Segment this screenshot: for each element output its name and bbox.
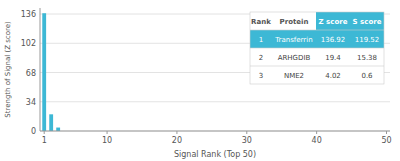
table-cell	[250, 48, 272, 66]
x-tick-label: 40	[312, 136, 322, 145]
table-cell	[350, 30, 384, 48]
table-separator	[250, 66, 384, 67]
table-cell	[350, 48, 384, 66]
table-cell	[272, 48, 316, 66]
table-cell	[350, 12, 384, 30]
table-text: Protein	[280, 18, 309, 26]
table-cell	[316, 66, 350, 84]
table-separator	[250, 30, 384, 31]
table-separator	[250, 48, 384, 49]
table-cell	[250, 66, 272, 84]
table-text: 3	[259, 72, 263, 80]
y-tick-label: 102	[21, 39, 36, 48]
chart: 0 34 68 102 136 1 10 20 30 40 50 Signal Rank (Top 5…	[0, 0, 400, 161]
x-axis	[40, 131, 390, 132]
bar	[49, 114, 53, 131]
x-tick-label: 20	[172, 136, 182, 145]
y-tick-label: 136	[21, 10, 36, 19]
y-axis-label: Strength of Signal (Z score)	[4, 21, 12, 118]
bar	[42, 13, 46, 131]
table-text: 136.92	[321, 36, 346, 44]
table-cell	[272, 12, 316, 30]
table-text: Transferrin	[274, 36, 312, 44]
x-tick-label: 30	[242, 136, 252, 145]
x-tick-label: 10	[102, 136, 112, 145]
x-tick-label: 50	[381, 136, 391, 145]
bar	[56, 128, 60, 131]
table-cell	[250, 12, 272, 30]
table-text: Z score	[319, 18, 348, 26]
table-text: 19.4	[325, 54, 341, 62]
table-text: S score	[353, 18, 382, 26]
table-text: Rank	[251, 18, 271, 26]
table-cell	[250, 30, 272, 48]
table-border	[250, 12, 384, 84]
table-text: 1	[259, 36, 263, 44]
table-cell	[316, 12, 350, 30]
table-text: NME2	[284, 72, 304, 80]
x-axis-label: Signal Rank (Top 50)	[174, 150, 256, 159]
table-text: ARHGDIB	[278, 54, 311, 62]
grid-line	[40, 101, 390, 102]
table: Rank Protein Z score S score 1 Transferrin 136…	[250, 12, 384, 84]
y-tick-label: 34	[26, 98, 36, 107]
y-tick-label: 0	[31, 127, 36, 136]
y-tick-label: 68	[26, 69, 36, 78]
grid	[40, 14, 390, 131]
table-text: 119.52	[355, 36, 380, 44]
table-cell	[272, 30, 316, 48]
table-text: 4.02	[325, 72, 341, 80]
table-text: 2	[259, 54, 263, 62]
grid-line	[40, 131, 390, 132]
table-cell	[316, 48, 350, 66]
table-text: 0.6	[361, 72, 373, 80]
table-cell	[316, 30, 350, 48]
table-cell	[350, 66, 384, 84]
bars	[42, 13, 60, 131]
y-axis	[40, 8, 41, 131]
table-cell	[272, 66, 316, 84]
table-text: 15.38	[357, 54, 377, 62]
x-tick-label: 1	[42, 136, 47, 145]
